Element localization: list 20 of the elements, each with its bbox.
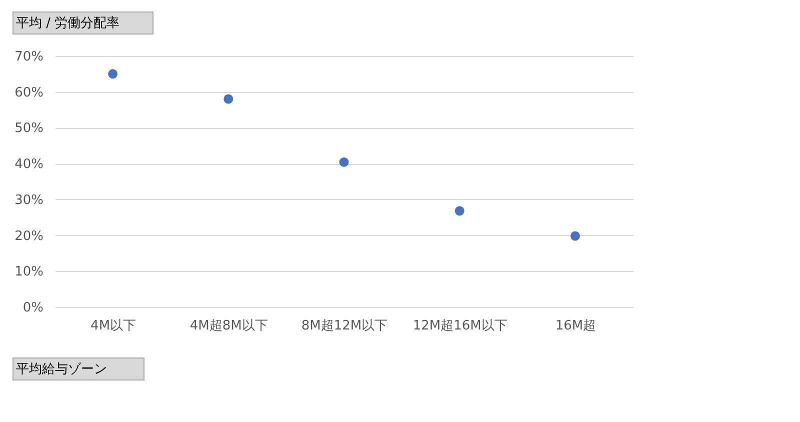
y-tick-label: 10% — [14, 264, 44, 280]
point — [224, 94, 234, 104]
x-tick-label: 8M超12M以下 — [301, 318, 388, 334]
y-tick-label: 40% — [14, 157, 44, 172]
y-tick-label: 0% — [22, 300, 44, 316]
x-tick-label: 12M超16M以下 — [412, 318, 508, 334]
y-tick-label: 20% — [14, 228, 44, 244]
point — [108, 69, 118, 79]
y-tick-label: 70% — [14, 50, 44, 64]
x-tick-label: 4M超8M以下 — [190, 318, 268, 334]
y-tick-label: 30% — [14, 192, 44, 208]
chart-title: 平均 / 労働分配率 — [16, 15, 120, 31]
y-tick-label: 50% — [14, 121, 44, 136]
x-axis-title: 平均給与ゾーン — [16, 362, 107, 377]
point — [570, 231, 580, 241]
point — [339, 157, 349, 167]
y-tick-label: 60% — [14, 85, 44, 100]
x-tick-label: 4M以下 — [90, 318, 136, 334]
x-tick-label: 16M超 — [555, 318, 596, 334]
point — [454, 206, 464, 216]
